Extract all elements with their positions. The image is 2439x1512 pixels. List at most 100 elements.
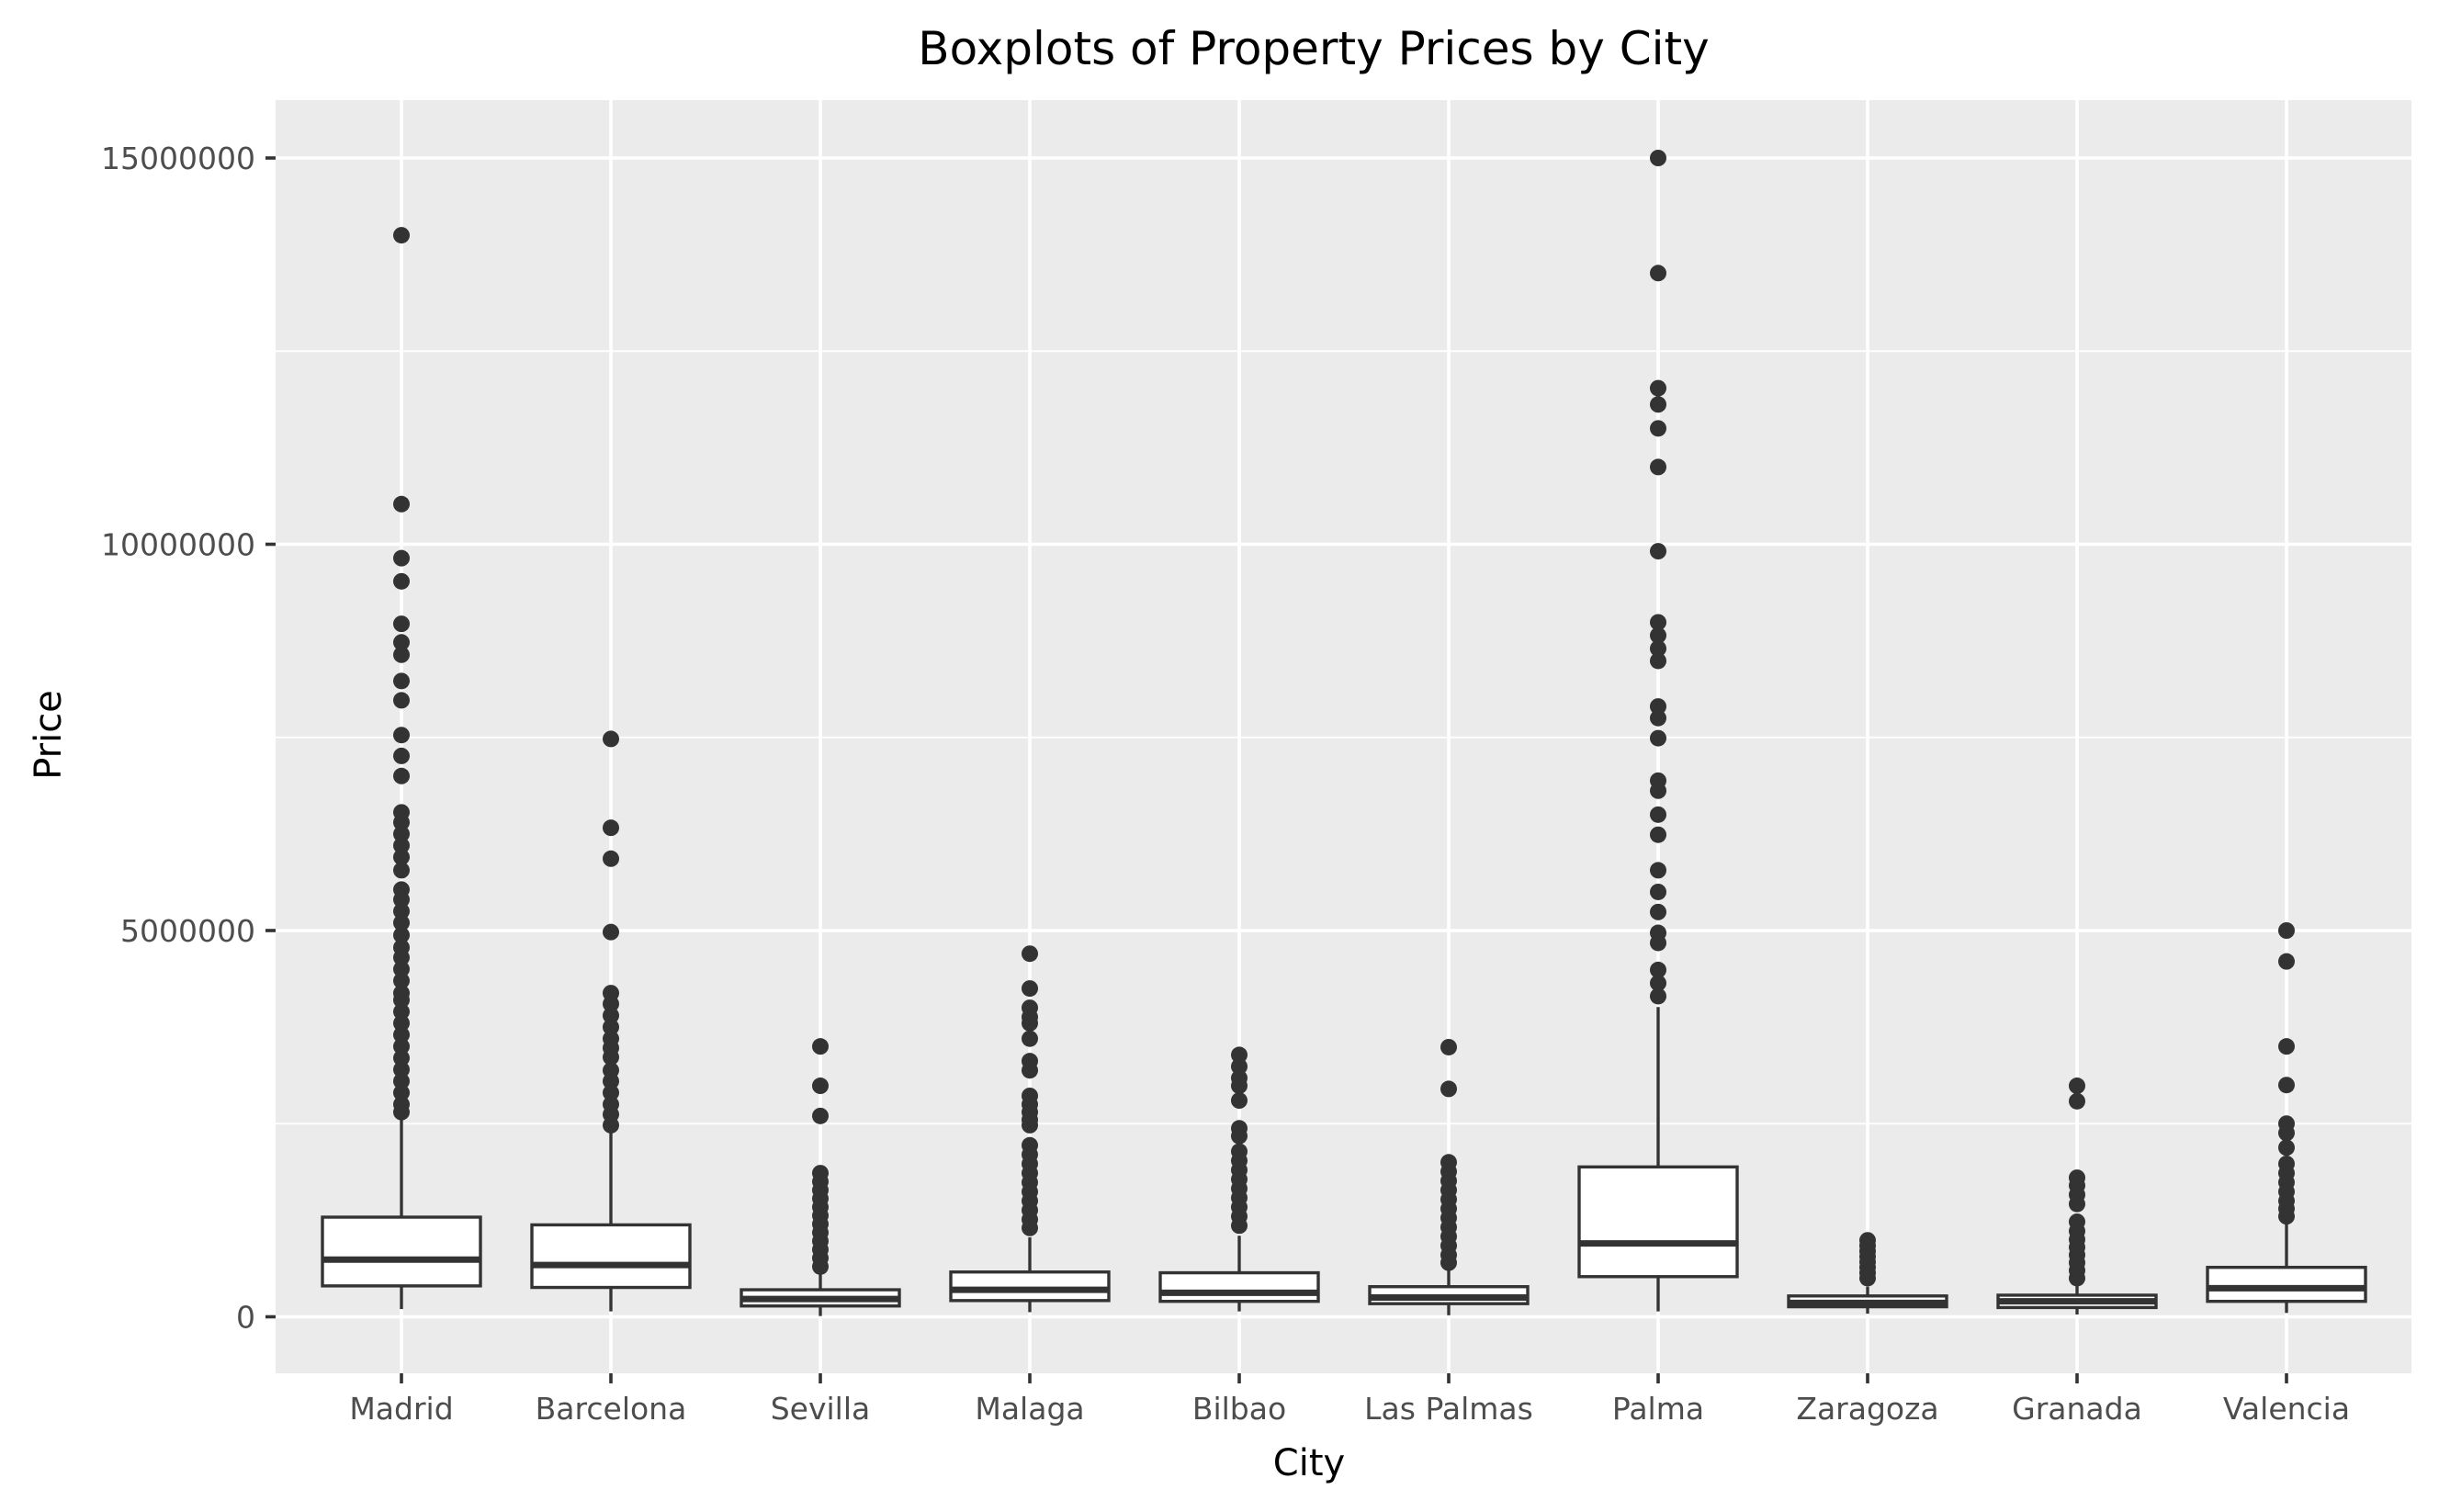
x-tick-label: Granada xyxy=(2012,1391,2142,1427)
outlier-point xyxy=(2069,1269,2085,1287)
outlier-point xyxy=(2278,922,2295,939)
outlier-point xyxy=(393,227,410,244)
outlier-point xyxy=(393,849,410,866)
outlier-point xyxy=(1650,698,1666,716)
x-tick-label: Malaga xyxy=(975,1391,1084,1427)
outlier-point xyxy=(393,825,410,842)
outlier-point xyxy=(1650,987,1666,1005)
boxplot-barcelona xyxy=(530,730,692,1312)
outlier-point xyxy=(603,1007,619,1024)
outlier-point xyxy=(2069,1078,2085,1095)
x-tick-label: Zaragoza xyxy=(1796,1391,1938,1427)
outlier-point xyxy=(393,1049,410,1066)
outlier-point xyxy=(393,961,410,978)
boxplot-palma xyxy=(1577,150,1739,1312)
outlier-point xyxy=(603,850,619,867)
box-iqr xyxy=(1158,1270,1320,1303)
boxplot-bilbao xyxy=(1158,1046,1320,1312)
outlier-point xyxy=(1022,1116,1038,1134)
outlier-point xyxy=(1022,1014,1038,1032)
outlier-point xyxy=(1859,1269,1876,1287)
outlier-point xyxy=(393,1014,410,1032)
outlier-point xyxy=(393,646,410,663)
outlier-point xyxy=(393,1072,410,1089)
outlier-point xyxy=(1231,1046,1248,1064)
outlier-point xyxy=(812,1258,829,1275)
outlier-point xyxy=(2069,1092,2085,1110)
outlier-point xyxy=(1650,396,1666,413)
outlier-point xyxy=(2278,1038,2295,1055)
x-axis: Madrid Barcelona Sevilla Malaga Bilbao Las Pa… xyxy=(349,1373,2350,1427)
boxplot-malaga xyxy=(949,945,1111,1313)
outlier-point xyxy=(393,1103,410,1121)
outlier-point xyxy=(1231,1217,1248,1235)
outlier-point xyxy=(1440,1038,1457,1055)
outlier-point xyxy=(1650,782,1666,799)
outlier-point xyxy=(393,914,410,931)
x-axis-title: City xyxy=(1273,1442,1345,1484)
outlier-point xyxy=(393,972,410,989)
outlier-point xyxy=(393,692,410,709)
outlier-point xyxy=(603,1048,619,1066)
outlier-point xyxy=(603,995,619,1012)
outlier-point xyxy=(393,615,410,633)
outlier-point xyxy=(393,927,410,944)
outlier-point xyxy=(393,1026,410,1044)
y-axis: 0 5000000 10000000 15000000 xyxy=(101,141,276,1336)
box-iqr xyxy=(2206,1265,2367,1303)
outlier-point xyxy=(1650,862,1666,879)
outlier-point xyxy=(1650,652,1666,670)
outlier-point xyxy=(1022,1030,1038,1047)
outlier-point xyxy=(1650,806,1666,823)
outlier-point xyxy=(2278,1077,2295,1094)
outlier-point xyxy=(2278,1124,2295,1142)
box-iqr xyxy=(321,1215,482,1288)
x-tick-label: Barcelona xyxy=(536,1391,687,1427)
boxplot-valencia xyxy=(2206,922,2367,1314)
y-tick-label: 0 xyxy=(236,1300,255,1336)
boxplot-granada xyxy=(1996,1078,2158,1315)
outlier-point xyxy=(393,549,410,567)
outlier-point xyxy=(1650,729,1666,747)
outlier-point xyxy=(393,1061,410,1078)
outlier-point xyxy=(393,1084,410,1101)
outlier-point xyxy=(393,767,410,784)
outlier-point xyxy=(393,814,410,831)
outlier-point xyxy=(393,949,410,966)
outlier-point xyxy=(603,923,619,941)
outlier-point xyxy=(1022,980,1038,998)
y-tick-label: 15000000 xyxy=(101,141,255,176)
boxplot-zaragoza xyxy=(1787,1232,1948,1315)
outlier-point xyxy=(1231,1078,1248,1095)
minor-gridlines xyxy=(276,350,2411,1125)
x-tick-label: Madrid xyxy=(349,1391,453,1427)
outlier-point xyxy=(2278,1139,2295,1157)
outlier-point xyxy=(1231,1058,1248,1076)
outlier-point xyxy=(1650,379,1666,397)
outlier-point xyxy=(1231,1092,1248,1110)
y-tick-label: 10000000 xyxy=(101,527,255,563)
box-iqr xyxy=(1577,1165,1739,1279)
outlier-point xyxy=(2278,1208,2295,1225)
outlier-point xyxy=(1231,1127,1248,1145)
outlier-point xyxy=(1650,826,1666,843)
outlier-point xyxy=(1650,543,1666,560)
outlier-point xyxy=(1650,626,1666,644)
outlier-point xyxy=(1650,614,1666,631)
outlier-point xyxy=(1650,883,1666,900)
outlier-point xyxy=(1022,1219,1038,1236)
outlier-point xyxy=(393,902,410,920)
outlier-point xyxy=(393,1038,410,1055)
boxplot-sevilla xyxy=(740,1038,901,1316)
outlier-point xyxy=(393,634,410,651)
outlier-point xyxy=(812,1038,829,1055)
outlier-point xyxy=(393,837,410,854)
boxplot-las-palmas xyxy=(1368,1038,1530,1315)
x-tick-label: Sevilla xyxy=(771,1391,871,1427)
outlier-point xyxy=(812,1107,829,1124)
outlier-point xyxy=(393,747,410,764)
outlier-point xyxy=(1650,420,1666,437)
boxplot-madrid xyxy=(321,227,482,1310)
outlier-point xyxy=(393,672,410,690)
